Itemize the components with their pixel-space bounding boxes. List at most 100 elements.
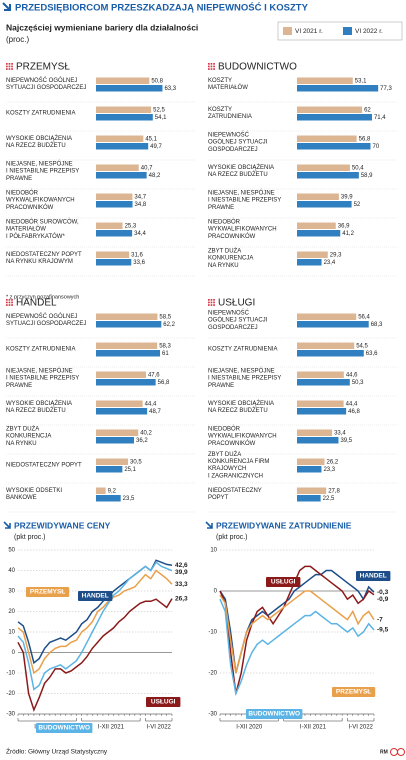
section-icon: [208, 301, 210, 304]
bar: [297, 408, 347, 415]
value-label: 27,8: [328, 489, 340, 495]
section-icon: [210, 63, 213, 65]
bar: [297, 222, 336, 229]
bar: [96, 487, 106, 494]
series-line: [17, 598, 173, 713]
value-label: 22,5: [323, 496, 335, 502]
category-label: KONKURENCJA: [208, 256, 253, 262]
value-label: 39,5: [340, 438, 352, 444]
category-label: WYSOKIE OBCIĄŻENIA: [208, 400, 274, 407]
x-group-bracket: [219, 718, 279, 722]
section-icon: [8, 68, 11, 70]
series-line: [17, 569, 173, 675]
legend-frame: [277, 21, 403, 41]
category-label: NA RYNKU KRAJOWYM: [6, 259, 73, 265]
category-label: ZBYT DUŻA: [208, 451, 241, 458]
bar: [297, 106, 363, 113]
section-icon: [8, 299, 11, 301]
category-label: ZATRUDNIENIA: [208, 114, 252, 120]
y-tick-label: -30: [6, 712, 15, 718]
value-label: 29,3: [330, 253, 342, 259]
value-label: 62: [364, 108, 371, 114]
section-icon: [6, 299, 8, 301]
y-tick-label: 30: [8, 589, 15, 595]
series-name: PRZEMYSŁ: [30, 589, 65, 596]
value-label: 54,1: [155, 115, 167, 121]
legend-swatch: [343, 27, 352, 35]
section-icon: [11, 68, 13, 70]
value-label: 63,3: [164, 86, 176, 92]
category-label: POPYT: [208, 495, 229, 501]
legend: VI 2021 r. VI 2022 r.: [277, 21, 403, 41]
value-label: 34,4: [134, 231, 146, 237]
category-label: NIEDOSTATECZNY POPYT: [6, 463, 82, 469]
bar: [96, 114, 153, 121]
end-label: 26,3: [175, 595, 188, 602]
category-label: NIEDOSTATECZNY: [208, 488, 262, 494]
bar: [297, 143, 371, 150]
section-icon: [210, 65, 213, 68]
y-tick-label: 0: [12, 650, 16, 656]
category-label: PRAWNE: [208, 205, 234, 211]
value-label: 30,5: [130, 460, 142, 466]
bar: [297, 350, 364, 357]
bar: [297, 458, 325, 465]
value-label: 56,8: [359, 137, 371, 143]
category-label: KOSZTY: [208, 78, 232, 84]
category-label: KOSZTY: [208, 107, 232, 113]
header-arrow: [2, 2, 11, 11]
section-icon: [8, 304, 11, 306]
series-tag: [78, 591, 113, 601]
y-tick-label: 10: [8, 630, 15, 636]
x-group-bracket: [81, 718, 141, 722]
value-label: 52: [354, 202, 361, 208]
category-label: I NIESTABILNE PRZEPISY: [208, 376, 281, 382]
x-group-label: I-VI 2022: [349, 725, 374, 731]
value-label: 33,4: [334, 431, 346, 437]
value-label: 58,3: [159, 344, 171, 350]
value-label: 53,1: [355, 79, 367, 85]
category-label: PRAWNE: [6, 383, 32, 389]
end-label: 33,3: [175, 581, 188, 588]
value-label: 31,6: [131, 253, 143, 259]
value-label: 33,6: [133, 260, 145, 266]
value-label: 34,7: [134, 195, 146, 201]
series-line: [17, 559, 173, 665]
title-arrow: [205, 521, 213, 529]
y-tick-label: 50: [8, 548, 15, 554]
series-line: [219, 565, 375, 694]
category-label: NIEPEWNOŚĆ: [208, 308, 250, 316]
category-label: NA RYNKU: [208, 263, 239, 269]
x-group-label: I-XII 2021: [98, 725, 125, 731]
value-label: 23,5: [123, 496, 135, 502]
value-label: 40,2: [140, 431, 152, 437]
value-label: 23,4: [324, 260, 336, 266]
series-tag: [146, 697, 181, 707]
bar: [96, 77, 150, 84]
bar: [96, 313, 158, 320]
y-tick-label: 0: [214, 589, 218, 595]
section-icon: [208, 299, 210, 301]
section-title: PRZEMYSŁ: [16, 62, 70, 73]
section-title: HANDEL: [16, 298, 57, 309]
value-label: 45,1: [145, 137, 157, 143]
category-label: KRAJOWYCH: [208, 466, 246, 472]
category-label: OGÓLNEJ SYTUACJI: [208, 317, 268, 324]
x-group-label: I-XII 2020: [236, 725, 263, 731]
category-label: WYSOKIE OBCIĄŻENIA: [6, 135, 72, 142]
section-title: BUDOWNICTWO: [218, 62, 297, 73]
bar: [297, 85, 379, 92]
value-label: 41,2: [342, 231, 354, 237]
x-group-bracket: [145, 718, 173, 722]
section-icon: [208, 65, 210, 68]
category-label: WYSOKIE OBCIĄŻENIA: [208, 164, 274, 171]
value-label: 49,7: [150, 144, 162, 150]
series-name: HANDEL: [82, 593, 109, 600]
series-name: HANDEL: [360, 573, 387, 580]
credit: RM: [380, 749, 388, 755]
category-label: I PÓŁFABRYKATÓW*: [6, 233, 65, 240]
bar: [297, 429, 333, 436]
bar: [297, 487, 327, 494]
bar: [297, 259, 322, 266]
value-label: 36,9: [338, 224, 350, 230]
